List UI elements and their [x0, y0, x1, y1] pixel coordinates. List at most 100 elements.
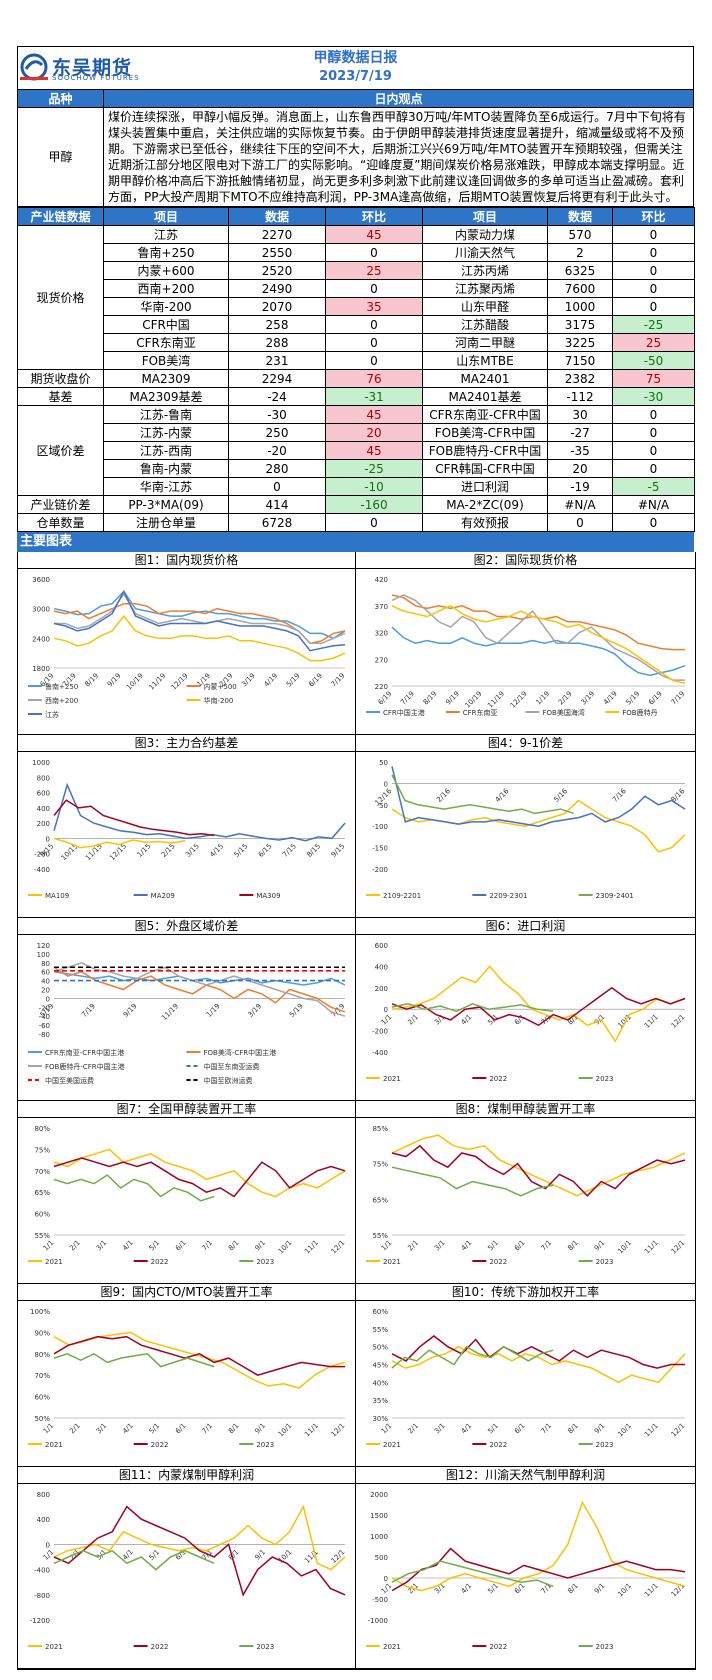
y-tick-label: 270 [375, 656, 388, 664]
item-value: 2 [547, 243, 613, 262]
item-name: 山东MTBE [422, 351, 548, 370]
report-header: 东吴期货 SOOCHOW FUTURES 甲醇数据日报 2023/7/19 [17, 46, 694, 89]
x-tick-label: 9/19 [444, 690, 461, 707]
series-line [53, 1148, 346, 1198]
report-date: 2023/7/19 [319, 69, 392, 84]
x-tick-label: 4/15 [208, 842, 225, 859]
chart-svg: 80% 75% 70% 65% 60% 55%1/1 2/1 3/1 4/1 5/1 6/1 7/1 8… [28, 1125, 346, 1266]
legend-label: 2109-2201 [383, 892, 421, 900]
item-name: FOB鹿特丹-CFR中国 [422, 441, 548, 460]
y-tick-label: 100% [30, 1308, 50, 1316]
x-tick-label: 8/15 [305, 842, 322, 859]
table-row: 仓单数量 注册仓单量 6728 0 有效预报 0 0 [17, 513, 695, 532]
item-value: 6325 [547, 261, 613, 280]
chart-panel: 图10：传统下游加权开工率 60% 55% 50% 45% 40% 35% 30% 1/1 2/1… [356, 1284, 695, 1467]
item-value: 231 [228, 351, 326, 370]
data-table: 产业链数据 项目 数据 环比 项目 数据 环比 现货价格 江苏 2270 45 内蒙动力煤 570 0 鲁… [17, 207, 695, 532]
series-line [391, 1345, 554, 1369]
y-tick-label: -400 [34, 1567, 50, 1575]
table-row: 内蒙+600 2520 25 江苏丙烯 6325 0 [18, 261, 695, 280]
x-tick-label: 3/1 [433, 1422, 447, 1436]
series-line [53, 799, 215, 837]
x-tick-label: 4/1 [460, 1239, 474, 1253]
x-tick-label: 6/19 [307, 672, 324, 689]
x-tick-label: 10/1 [616, 1239, 633, 1256]
table-row: 期货收盘价 MA2309 2294 76 MA2401 2382 75 [17, 369, 695, 388]
item-value: 3225 [547, 333, 613, 352]
group-label: 产业链价差 [17, 495, 104, 514]
item-change: 0 [325, 513, 423, 532]
x-tick-label: 8/19 [422, 690, 439, 707]
y-tick-label: 400 [375, 963, 388, 971]
item-change: -10 [325, 477, 423, 496]
legend-label: FOB美国海湾 [543, 708, 585, 717]
x-tick-label: 1/1 [380, 1582, 394, 1596]
legend-label: FOB鹿特丹-CFR中国主港 [45, 1062, 125, 1071]
x-tick-label: 5/15 [233, 842, 250, 859]
data-header-1: 项目 [103, 207, 229, 226]
item-change: 45 [325, 405, 423, 424]
x-tick-label: 1/15 [136, 842, 153, 859]
item-value: -27 [547, 423, 613, 442]
x-tick-label: 6/1 [513, 1239, 527, 1253]
y-tick-label: 20 [41, 987, 50, 995]
x-tick-label: 1/1 [42, 1422, 56, 1436]
y-tick-label: -800 [34, 1592, 50, 1600]
x-tick-label: 10/15 [60, 842, 80, 862]
item-value: 2550 [228, 243, 326, 262]
chart-panel: 图12：川渝天然气制甲醇利润 2000 1500 1000 500 0 -500 -1000 1… [356, 1467, 695, 1669]
x-tick-label: 3/19 [246, 1002, 263, 1019]
item-value: 280 [228, 459, 326, 478]
y-tick-label: 45% [372, 1362, 388, 1370]
item-value: 2294 [228, 369, 326, 388]
x-tick-label: 11/1 [303, 1239, 320, 1256]
data-header-3: 环比 [325, 207, 423, 226]
item-value: #N/A [547, 495, 613, 514]
y-tick-label: 35% [372, 1397, 388, 1405]
x-tick-label: 2/1 [68, 1422, 82, 1436]
view-product: 甲醇 [17, 107, 104, 207]
item-name: 鲁南+250 [103, 243, 229, 262]
y-tick-label: 3600 [32, 576, 50, 584]
item-name: MA2309 [103, 369, 229, 388]
legend-label: 江苏 [45, 710, 59, 719]
item-value: 250 [228, 423, 326, 442]
brand-logo: 东吴期货 SOOCHOW FUTURES [20, 51, 140, 85]
series-line [53, 1335, 345, 1377]
x-tick-label: 4/1 [460, 1422, 474, 1436]
x-tick-label: 9/1 [593, 1582, 607, 1596]
y-tick-label: 60 [41, 969, 50, 977]
item-name: CFR中国 [103, 315, 229, 334]
x-tick-label: 2/19 [557, 690, 574, 707]
legend-label: 2021 [45, 1258, 63, 1266]
y-tick-label: 0 [384, 1006, 388, 1014]
item-name: 内蒙+600 [103, 261, 229, 280]
item-value: 0 [547, 513, 613, 532]
y-tick-label: 2400 [32, 635, 50, 643]
item-change: 0 [612, 225, 695, 244]
y-tick-label: 70% [34, 1168, 50, 1176]
series-line [391, 774, 574, 815]
item-value: 20 [547, 459, 613, 478]
x-tick-label: 12/1 [670, 1239, 687, 1256]
series-line [391, 965, 686, 1043]
item-value: -19 [547, 477, 613, 496]
item-change: 45 [325, 225, 423, 244]
item-value: 570 [547, 225, 613, 244]
series-line [53, 970, 346, 986]
y-tick-label: 60% [34, 1394, 50, 1402]
chart-title: 图5：外盘区域价差 [18, 918, 355, 935]
legend-label: FOB鹿特丹 [622, 708, 657, 717]
x-tick-label: 9/1 [593, 1239, 607, 1253]
item-name: CFR东南亚 [103, 333, 229, 352]
y-tick-label: -150 [372, 845, 388, 853]
item-value: 288 [228, 333, 326, 352]
x-tick-label: 2/1 [406, 1239, 420, 1253]
item-change: 76 [325, 369, 423, 388]
y-tick-label: 30% [372, 1415, 388, 1423]
y-tick-label: -200 [34, 851, 50, 859]
item-name: PP-3*MA(09) [103, 495, 229, 514]
legend-label: CFR中国主港 [383, 708, 425, 717]
x-tick-label: 9/19 [122, 1002, 139, 1019]
y-tick-label: 200 [375, 985, 388, 993]
